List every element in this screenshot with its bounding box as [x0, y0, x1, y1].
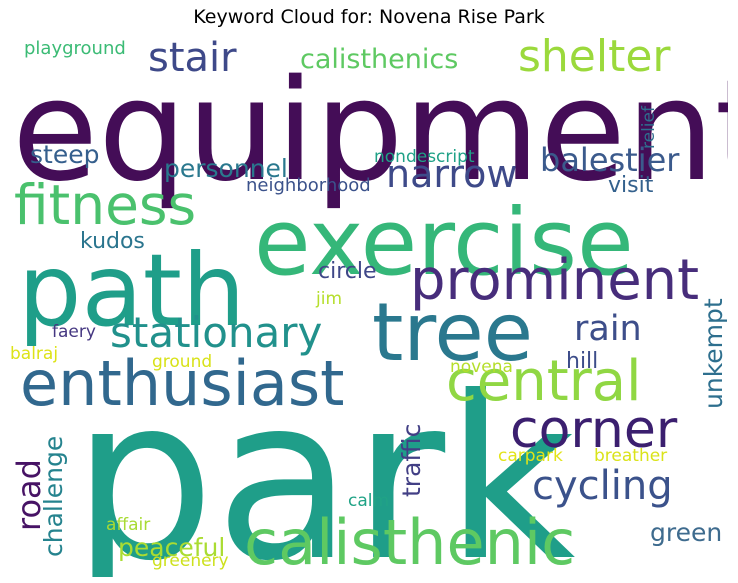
- word-narrow: narrow: [386, 152, 517, 196]
- word-park: park: [72, 349, 576, 577]
- word-tree: tree: [372, 286, 533, 379]
- word-carpark: carpark: [498, 446, 563, 466]
- word-calm: calm: [348, 491, 389, 511]
- word-hill: hill: [566, 349, 598, 374]
- word-kudos: kudos: [80, 229, 145, 254]
- word-path: path: [18, 232, 245, 349]
- word-visit: visit: [608, 173, 654, 198]
- word-relief: relief: [639, 105, 659, 149]
- word-playground: playground: [24, 38, 126, 59]
- word-stationary: stationary: [110, 308, 322, 357]
- word-balestier: balestier: [540, 141, 680, 179]
- word-steep: steep: [30, 140, 99, 169]
- word-challenge: challenge: [39, 436, 68, 557]
- word-affair: affair: [106, 515, 150, 535]
- word-exercise: exercise: [254, 189, 634, 296]
- word-nondescript: nondescript: [374, 147, 475, 167]
- word-circle: circle: [318, 259, 377, 284]
- word-greenery: greenery: [152, 551, 229, 571]
- word-calisthenic: calisthenic: [244, 506, 575, 577]
- word-personnel: personnel: [164, 154, 288, 183]
- word-enthusiast: enthusiast: [20, 347, 344, 420]
- word-road: road: [10, 459, 48, 531]
- word-balraj: balraj: [10, 344, 58, 364]
- word-unkempt: unkempt: [699, 298, 728, 409]
- word-equipment: equipment: [12, 50, 728, 213]
- word-novena: novena: [450, 357, 513, 377]
- word-traffic: traffic: [397, 424, 426, 497]
- word-cloud: park equipment exercise path tree calisthenic…: [10, 37, 728, 577]
- word-stair: stair: [148, 37, 237, 81]
- word-cycling: cycling: [532, 463, 673, 509]
- word-corner: corner: [510, 400, 678, 460]
- word-green: green: [650, 518, 722, 547]
- word-rain: rain: [574, 309, 642, 349]
- word-prominent: prominent: [410, 248, 699, 313]
- word-shelter: shelter: [518, 37, 671, 82]
- chart-title: Keyword Cloud for: Novena Rise Park: [193, 6, 545, 28]
- word-fitness: fitness: [14, 173, 196, 237]
- word-central: central: [446, 349, 642, 414]
- word-peaceful: peaceful: [118, 533, 225, 562]
- word-jim: jim: [315, 289, 342, 309]
- word-neighborhood: neighborhood: [246, 175, 371, 196]
- word-breather: breather: [594, 446, 667, 466]
- word-ground: ground: [152, 352, 212, 372]
- word-faery: faery: [52, 322, 96, 342]
- word-calisthenics: calisthenics: [300, 44, 458, 75]
